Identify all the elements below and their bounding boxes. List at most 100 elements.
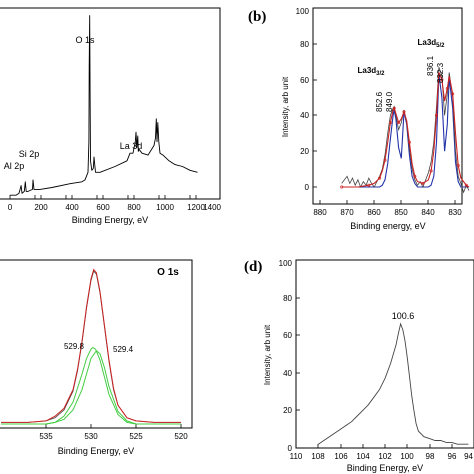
a-annot-la3d: La 3d <box>120 141 143 151</box>
panel-d: (d) Intensity, arb unit 0 20 40 60 80 10… <box>244 259 474 473</box>
d-x-axis-label: Binding Energy, eV <box>347 463 423 473</box>
b-fit-marker <box>434 113 438 117</box>
b-annot-852: 852.6 <box>375 91 384 112</box>
a-xtick-0: 0 <box>8 203 13 212</box>
b-fit-marker <box>383 158 387 162</box>
b-annot-la3d52-main: La3d <box>417 38 436 47</box>
d-xtick-6: 98 <box>426 452 435 461</box>
c-xtick-1: 530 <box>84 432 98 441</box>
panel-a-axes <box>0 7 221 200</box>
b-annot-la3d52-sub: 5/2 <box>436 43 445 49</box>
b-annot-la3d52: La3d5/2 <box>417 38 445 49</box>
b-xtick-2: 860 <box>367 208 381 217</box>
d-ytick-3: 60 <box>283 331 292 340</box>
b-xtick-5: 830 <box>448 208 462 217</box>
b-fit-marker <box>445 87 449 91</box>
d-ytick-5: 100 <box>279 259 293 268</box>
b-fit-marker <box>429 169 433 173</box>
a-annot-al2p: Al 2p <box>4 161 25 171</box>
panel-b-axes <box>312 7 463 205</box>
b-ytick-5: 100 <box>296 7 310 16</box>
d-xtick-1: 108 <box>311 452 325 461</box>
d-ytick-1: 20 <box>283 406 292 415</box>
b-fit-marker <box>378 176 382 180</box>
panel-d-axes <box>295 259 474 449</box>
panel-label-b: (b) <box>248 9 266 25</box>
b-ytick-4: 80 <box>300 40 309 49</box>
d-xtick-8: 94 <box>464 452 473 461</box>
panel-c-series-data <box>1 270 181 423</box>
d-ytick-2: 40 <box>283 369 292 378</box>
panel-c: O 1s 535 530 525 520 Binding Energy, eV … <box>0 259 193 456</box>
b-xtick-0: 880 <box>313 208 327 217</box>
panel-d-x-ticks <box>295 444 453 448</box>
d-xtick-2: 106 <box>334 452 348 461</box>
panel-b-y-ticks <box>313 7 317 188</box>
d-y-axis-label: Intensity, arb unit <box>263 324 272 385</box>
b-fit-marker <box>388 121 392 125</box>
c-xtick-0: 535 <box>39 432 53 441</box>
b-xtick-1: 870 <box>340 208 354 217</box>
d-xtick-5: 100 <box>400 452 414 461</box>
b-fit-marker <box>464 183 468 187</box>
panel-label-d: (d) <box>244 259 262 275</box>
a-xtick-4: 800 <box>127 203 141 212</box>
c-xtick-2: 525 <box>129 432 143 441</box>
b-xtick-4: 840 <box>421 208 435 217</box>
panel-b-series-fit-components <box>341 74 469 188</box>
b-fit-marker <box>402 110 406 114</box>
b-fit-marker <box>367 183 371 187</box>
b-ytick-3: 60 <box>300 76 309 85</box>
a-xtick-1: 200 <box>34 203 48 212</box>
b-xtick-3: 850 <box>394 208 408 217</box>
panel-d-series-data <box>318 322 469 445</box>
panel-c-axes <box>0 259 193 429</box>
b-fit-marker <box>456 164 460 168</box>
panel-a-series-survey <box>10 15 198 196</box>
a-annot-o1s: O 1s <box>75 35 95 45</box>
a-x-axis-label: Binding Energy, eV <box>72 215 148 225</box>
d-xtick-3: 104 <box>356 452 370 461</box>
panel-c-series-fit-envelope <box>1 268 181 423</box>
a-xtick-7: 1400 <box>203 203 221 212</box>
a-xtick-3: 600 <box>96 203 110 212</box>
b-annot-la3d32-sub: 3/2 <box>376 71 385 77</box>
b-fit-marker <box>451 92 455 96</box>
d-xtick-4: 102 <box>378 452 392 461</box>
b-ytick-0: 0 <box>305 183 310 192</box>
c-annot-529-8: 529.8 <box>64 342 85 351</box>
b-fit-marker <box>392 106 396 110</box>
panel-a: 0 200 400 600 800 1000 1200 1400 Binding… <box>0 7 222 225</box>
b-annot-la3d32-main: La3d <box>357 66 376 75</box>
a-xtick-6: 1200 <box>187 203 205 212</box>
b-annot-la3d32: La3d3/2 <box>357 66 385 77</box>
b-fit-marker <box>340 185 344 189</box>
panel-c-series-component-1 <box>1 346 181 425</box>
panel-a-x-ticks <box>9 195 197 199</box>
d-ytick-0: 0 <box>288 444 293 453</box>
a-annot-si2p: Si 2p <box>19 149 40 159</box>
b-y-axis-label: Intensity, arb unit <box>281 76 290 137</box>
a-xtick-5: 1000 <box>156 203 174 212</box>
d-xtick-7: 96 <box>448 452 457 461</box>
b-x-axis-label: Binding energy, eV <box>350 221 425 231</box>
c-title: O 1s <box>157 267 179 278</box>
a-xtick-2: 400 <box>65 203 79 212</box>
d-annot-100-6: 100.6 <box>392 311 415 321</box>
panel-b: (b) Intensity, arb unit 0 20 40 60 80 10… <box>248 7 470 231</box>
c-xtick-3: 520 <box>174 432 188 441</box>
panel-c-series-component-2 <box>1 349 181 425</box>
b-fit-marker <box>397 121 401 125</box>
panel-b-x-ticks <box>319 200 456 204</box>
b-annot-849: 849.0 <box>385 91 394 112</box>
b-ytick-1: 20 <box>300 147 309 156</box>
panel-d-y-ticks <box>296 259 300 449</box>
panel-b-data-markers <box>340 78 468 189</box>
b-fit-marker <box>407 140 411 144</box>
b-fit-marker <box>413 174 417 178</box>
b-fit-marker <box>440 78 444 82</box>
b-annot-836: 836.1 <box>426 55 435 76</box>
c-annot-529-4: 529.4 <box>113 345 134 354</box>
panel-b-series-fit-envelope <box>341 72 470 188</box>
